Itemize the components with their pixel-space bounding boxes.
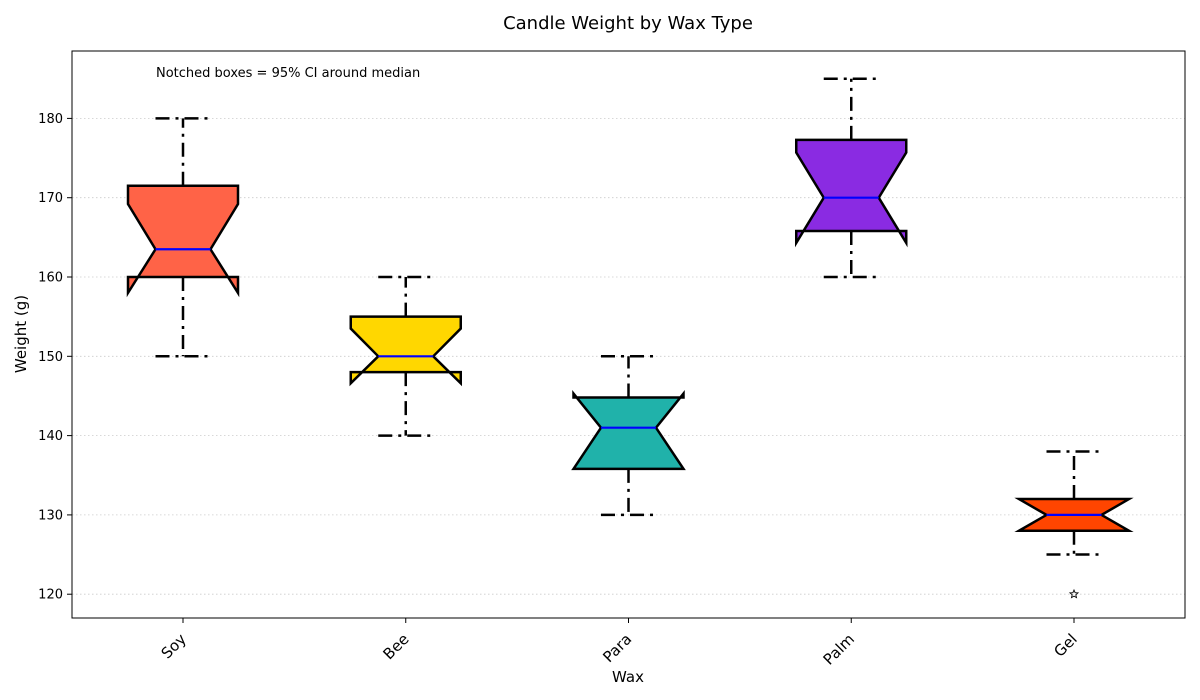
box-para bbox=[571, 355, 686, 517]
chart-annotation: Notched boxes = 95% CI around median bbox=[156, 66, 420, 81]
box-palm bbox=[795, 77, 908, 279]
y-axis-ticks: 120 130 140 150 160 170 180 bbox=[38, 112, 72, 603]
y-tick-label: 160 bbox=[38, 271, 63, 286]
box-series bbox=[126, 77, 1134, 599]
x-tick-label: Soy bbox=[158, 630, 190, 662]
box-body bbox=[571, 390, 686, 471]
plot-area-frame bbox=[71, 50, 1186, 619]
y-tick-label: 140 bbox=[38, 429, 63, 444]
box-body bbox=[349, 315, 462, 387]
x-tick-label: Bee bbox=[380, 630, 413, 663]
x-tick-label: Para bbox=[599, 630, 635, 666]
x-tick-label: Palm bbox=[820, 630, 858, 668]
y-tick-label: 120 bbox=[38, 588, 63, 603]
box-body bbox=[795, 138, 908, 248]
y-tick-label: 130 bbox=[38, 508, 63, 523]
y-tick-label: 170 bbox=[38, 191, 63, 206]
box-soy bbox=[126, 117, 240, 358]
y-axis-label: Weight (g) bbox=[12, 295, 30, 373]
outlier-point bbox=[1068, 588, 1080, 599]
x-tick-label: Gel bbox=[1050, 630, 1080, 660]
y-tick-label: 150 bbox=[38, 350, 63, 365]
y-tick-label: 180 bbox=[38, 112, 63, 127]
box-body bbox=[126, 184, 240, 298]
x-axis-ticks: Soy Bee Para Palm Gel bbox=[158, 618, 1081, 669]
x-axis-label: Wax bbox=[612, 668, 644, 686]
chart-title: Candle Weight by Wax Type bbox=[503, 13, 753, 34]
box-gel bbox=[1014, 450, 1134, 599]
box-bee bbox=[349, 275, 462, 437]
